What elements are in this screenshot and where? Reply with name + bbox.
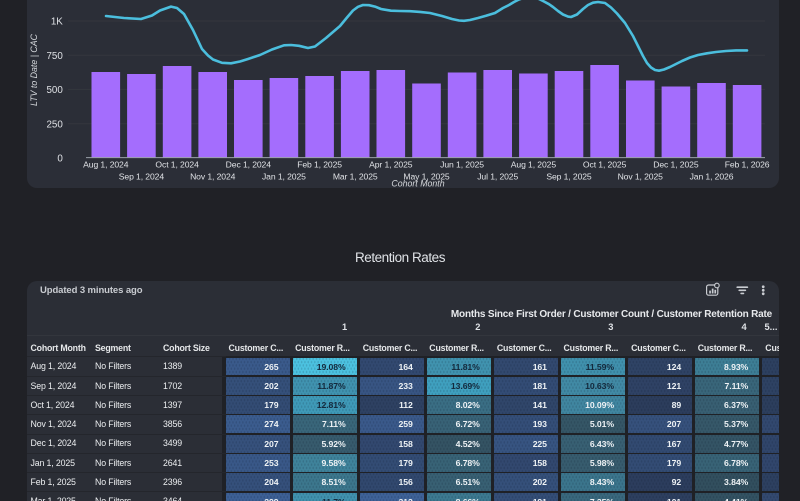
- svg-text:Jul 1, 2025: Jul 1, 2025: [477, 171, 518, 181]
- svg-text:LTV to Date | CAC: LTV to Date | CAC: [29, 33, 39, 106]
- svg-text:Mar 1, 2025: Mar 1, 2025: [333, 171, 378, 181]
- svg-text:Cohort Month: Cohort Month: [391, 179, 444, 189]
- svg-text:Oct 1, 2025: Oct 1, 2025: [583, 159, 627, 169]
- svg-text:May 1, 2025: May 1, 2025: [403, 171, 450, 181]
- svg-text:250: 250: [46, 119, 63, 130]
- svg-text:Oct 1, 2024: Oct 1, 2024: [155, 159, 199, 169]
- svg-text:Jun 1, 2025: Jun 1, 2025: [440, 159, 484, 169]
- svg-text:1K: 1K: [51, 17, 63, 28]
- svg-text:Aug 1, 2024: Aug 1, 2024: [83, 159, 129, 169]
- svg-text:0: 0: [57, 153, 63, 164]
- svg-text:Sep 1, 2024: Sep 1, 2024: [119, 171, 165, 181]
- svg-text:Sep 1, 2025: Sep 1, 2025: [546, 171, 592, 181]
- svg-text:500: 500: [46, 85, 63, 96]
- svg-text:Aug 1, 2025: Aug 1, 2025: [511, 159, 557, 169]
- svg-text:Nov 1, 2024: Nov 1, 2024: [190, 171, 236, 181]
- svg-text:Apr 1, 2025: Apr 1, 2025: [369, 159, 413, 169]
- svg-text:Dec 1, 2024: Dec 1, 2024: [226, 159, 272, 169]
- svg-text:Feb 1, 2026: Feb 1, 2026: [725, 159, 770, 169]
- svg-text:Jan 1, 2026: Jan 1, 2026: [690, 171, 734, 181]
- svg-text:Feb 1, 2025: Feb 1, 2025: [297, 159, 342, 169]
- svg-text:Jan 1, 2025: Jan 1, 2025: [262, 171, 306, 181]
- svg-text:Dec 1, 2025: Dec 1, 2025: [653, 159, 699, 169]
- svg-text:Nov 1, 2025: Nov 1, 2025: [618, 171, 664, 181]
- svg-text:750: 750: [46, 51, 63, 62]
